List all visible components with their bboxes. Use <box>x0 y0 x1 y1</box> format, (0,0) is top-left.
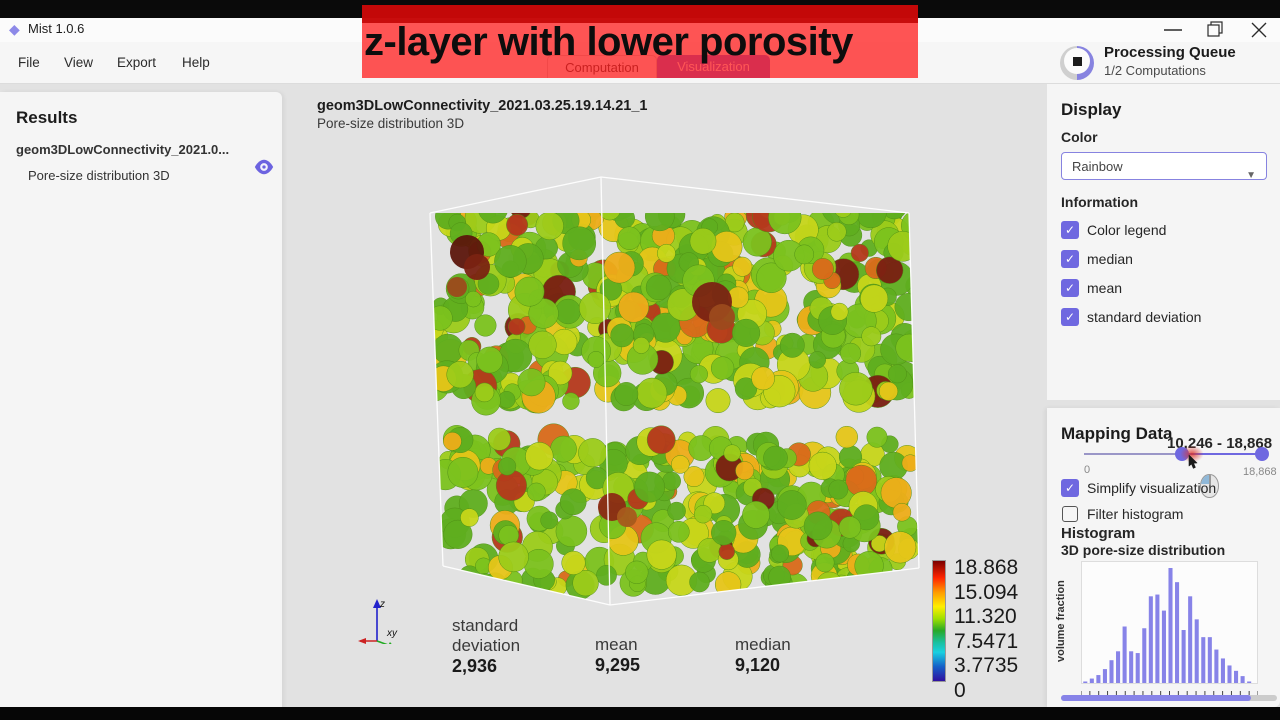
svg-text:xy: xy <box>386 628 398 639</box>
svg-text:z: z <box>379 599 385 610</box>
